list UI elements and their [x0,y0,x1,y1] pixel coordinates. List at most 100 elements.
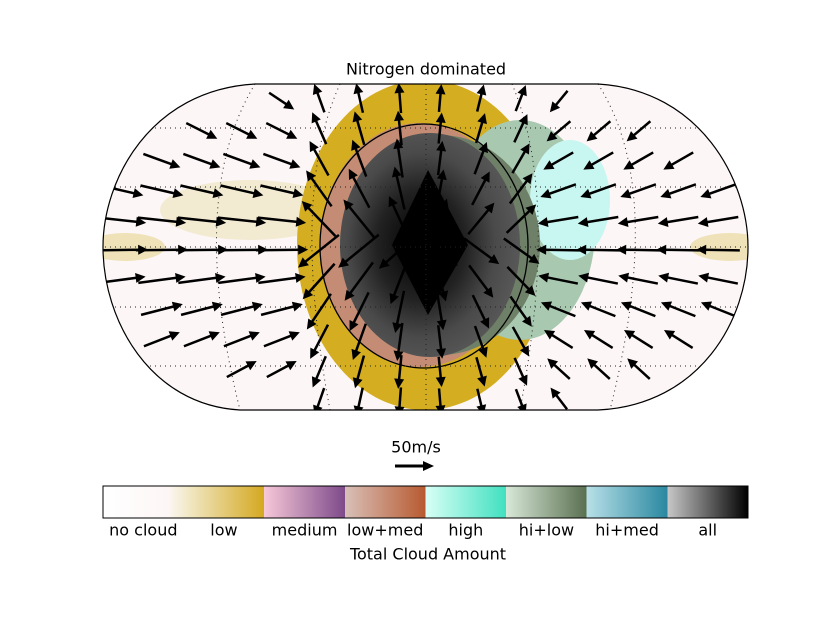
arrow-shaft [314,119,328,145]
wind-arrow [620,183,657,199]
arrow-shaft [180,184,216,195]
arrow-shaft [348,261,374,296]
arrow-shaft [624,248,660,252]
arrow-shaft [220,304,256,317]
arrow-head [700,301,713,311]
arrow-head [306,170,316,182]
arrow-shaft [435,177,444,207]
wind-arrow [226,361,257,379]
wind-arrow [311,112,328,145]
arrow-shaft [355,118,366,146]
arrow-shaft [506,266,531,292]
wind-arrow [580,301,616,318]
arrow-shaft [554,393,569,410]
arrow-head [476,84,487,96]
arrow-head [312,84,323,96]
arrow-head [550,387,561,399]
arrow-head [435,376,446,388]
arrow-shaft [397,118,403,146]
arrow-head [543,160,555,170]
arrow-head [436,140,447,152]
arrow-shaft [514,92,525,112]
arrow-shaft [352,291,370,325]
arrow-head [309,140,319,153]
arrow-shaft [473,325,485,351]
wind-arrow [514,85,527,112]
wind-arrow [697,215,739,227]
wind-arrow [140,301,183,317]
wind-arrow [513,114,528,143]
arrow-shaft [667,304,696,318]
arrow-shaft [547,183,577,196]
colorbar-label: low+med [347,521,423,540]
arrow-head [522,315,532,327]
arrow-head [480,317,490,329]
wind-arrow [260,301,303,317]
arrow-shaft [395,290,406,326]
wind-arrow [663,151,694,170]
arrow-head [297,257,309,268]
arrow-head [537,217,549,227]
arrow-shaft [396,322,404,354]
map-border [102,83,749,411]
arrow-shaft [508,178,529,205]
arrow-shaft [433,262,445,295]
arrow-head [436,348,447,359]
arrow-shaft [354,323,367,353]
arrow-head [338,257,350,268]
arrow-shaft [437,356,443,380]
arrow-shaft [665,275,699,285]
wind-arrow [391,166,406,210]
wind-arrow [547,358,571,380]
arrow-head [310,347,320,359]
arrow-shaft [707,304,736,318]
wind-arrow [586,120,612,142]
arrow-shaft [551,120,572,138]
wind-arrow [663,330,694,349]
arrow-shaft [592,362,611,380]
wind-arrow [394,387,405,410]
arrow-head [623,330,636,340]
arrow-head [700,188,712,199]
arrow-shaft [223,334,253,348]
wind-arrow [180,184,224,199]
wind-arrow [696,244,740,255]
arrow-shaft [398,387,403,409]
arrow-shaft [398,90,403,114]
colorbar-title: Total Cloud Amount [349,545,506,564]
wind-arrow [353,387,364,410]
arrow-shaft [312,324,330,353]
arrow-shaft [218,276,258,285]
arrow-head [435,84,446,95]
wind-vectors [103,84,740,410]
wind-arrow [474,113,487,144]
wind-arrow [583,330,614,349]
wind-arrow [260,184,304,199]
arrow-shaft [670,333,694,349]
arrow-shaft [395,174,406,210]
arrow-head [302,288,314,300]
wind-arrow [343,199,376,239]
arrow-head [351,348,361,361]
arrow-head [435,112,446,123]
wind-arrow [463,237,500,265]
arrow-head [289,159,301,169]
wind-arrow [513,357,528,386]
arrow-head [208,331,220,341]
terminator [319,123,529,369]
arrow-head [349,319,359,332]
arrow-head [477,375,487,387]
arrow-shaft [669,151,694,167]
wind-arrow [349,291,370,332]
arrow-shaft [312,147,330,177]
arrow-shaft [356,90,365,114]
arrow-shaft [436,148,443,176]
wind-arrow [623,151,654,170]
arrow-shaft [589,151,614,167]
arrow-shaft [665,215,699,224]
arrow-shaft [391,202,411,241]
wind-arrow [514,388,527,410]
wind-arrow [185,121,218,139]
wind-arrow [436,325,447,359]
